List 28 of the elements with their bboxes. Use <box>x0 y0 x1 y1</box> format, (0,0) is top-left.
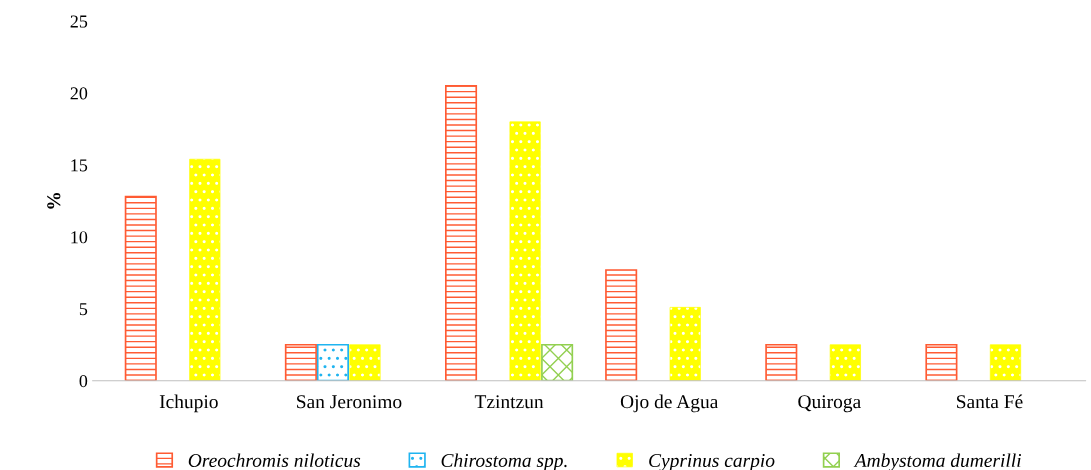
bar <box>349 344 381 381</box>
bar <box>605 269 638 381</box>
y-tick-label: 15 <box>71 159 88 172</box>
y-tick-label: 20 <box>70 87 88 100</box>
bar <box>509 121 541 381</box>
x-tick-label: Tzintzun <box>474 395 544 409</box>
x-tick-label: San Jeronimo <box>297 395 402 409</box>
bar <box>989 344 1022 381</box>
x-tick-label: Ichupio <box>159 394 218 413</box>
x-tick-label: Ojo de Agua <box>620 394 719 413</box>
x-tick-label: Santa Fé <box>957 394 1023 409</box>
y-tick-label: 5 <box>79 303 88 316</box>
bar <box>765 343 798 381</box>
bar <box>189 158 221 381</box>
y-tick-label: 25 <box>70 15 88 28</box>
bar <box>541 343 574 381</box>
bar <box>829 344 861 381</box>
y-axis-title: % <box>47 193 61 209</box>
bar <box>124 195 157 381</box>
bar <box>925 343 958 381</box>
x-tick-label: Quiroga <box>798 395 861 413</box>
y-tick-label: 10 <box>71 231 88 244</box>
bar <box>316 343 349 381</box>
bar <box>669 307 701 381</box>
bar <box>284 343 317 381</box>
legend-label: Oreochromis niloticus <box>188 453 361 468</box>
y-tick-label: 0 <box>79 374 88 388</box>
bar <box>444 85 478 381</box>
